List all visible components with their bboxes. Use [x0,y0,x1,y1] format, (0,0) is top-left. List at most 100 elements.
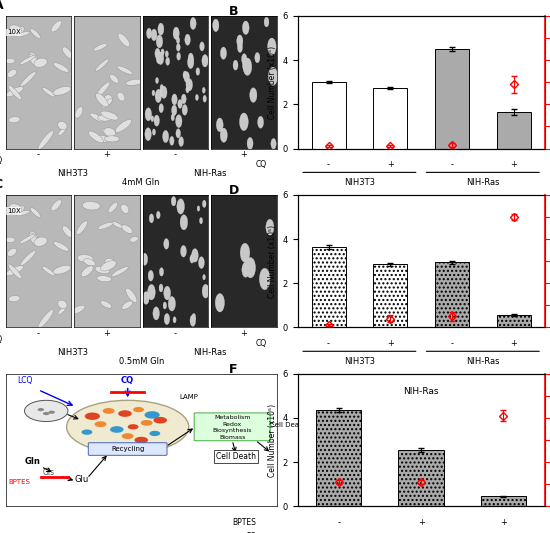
X-axis label: +: + [103,329,111,338]
Circle shape [156,90,161,99]
X-axis label: -: - [174,150,177,159]
Circle shape [142,253,147,265]
Circle shape [172,105,177,116]
Circle shape [163,131,169,142]
Circle shape [268,67,278,85]
Circle shape [141,420,153,426]
Text: +: + [500,531,507,533]
Ellipse shape [108,202,118,213]
Circle shape [195,94,199,101]
Text: Metabolism: Metabolism [214,415,250,420]
Ellipse shape [58,306,65,314]
Circle shape [181,216,186,228]
Circle shape [168,296,175,311]
Text: -: - [420,531,422,533]
Bar [399,450,444,506]
Text: NIH-Ras: NIH-Ras [193,348,227,357]
Ellipse shape [8,295,20,302]
Text: 4mM Gln: 4mM Gln [123,179,160,188]
Ellipse shape [62,47,73,59]
Circle shape [241,54,247,64]
Ellipse shape [30,231,37,239]
Circle shape [163,302,167,309]
Text: -: - [450,160,453,169]
X-axis label: -: - [174,329,177,338]
Ellipse shape [116,119,131,132]
Text: Redox: Redox [223,422,242,427]
Circle shape [177,199,184,214]
Y-axis label: Cell Number (x10⁵): Cell Number (x10⁵) [268,46,277,119]
Ellipse shape [82,201,100,210]
Ellipse shape [34,58,47,67]
Bar [312,82,345,149]
Ellipse shape [112,222,123,228]
Ellipse shape [6,87,24,96]
Text: C: C [0,177,3,191]
Ellipse shape [30,52,37,60]
Text: +: + [387,340,394,349]
Circle shape [110,426,124,433]
Text: NIH-Ras: NIH-Ras [466,177,499,187]
Circle shape [143,292,149,304]
Circle shape [161,86,167,99]
Ellipse shape [89,131,103,143]
Circle shape [81,430,92,435]
Ellipse shape [98,222,113,229]
Circle shape [197,206,200,211]
Ellipse shape [109,75,119,83]
Text: -: - [327,160,330,169]
Ellipse shape [9,204,22,211]
Ellipse shape [29,54,38,66]
Circle shape [271,139,276,149]
Circle shape [202,284,209,298]
Circle shape [188,56,194,69]
Ellipse shape [101,111,118,120]
Text: BPTES: BPTES [8,479,30,485]
Circle shape [180,215,188,230]
Circle shape [233,60,238,70]
Ellipse shape [29,233,38,245]
Circle shape [202,200,206,207]
Ellipse shape [117,92,125,101]
X-axis label: -: - [37,329,40,338]
Circle shape [159,89,162,96]
Circle shape [85,413,100,420]
Ellipse shape [20,251,36,265]
Circle shape [164,286,170,300]
Circle shape [178,100,182,108]
Ellipse shape [16,31,30,37]
Ellipse shape [118,33,130,47]
Ellipse shape [9,25,22,33]
Ellipse shape [126,79,143,85]
Text: CQ: CQ [121,376,134,385]
FancyBboxPatch shape [89,443,167,455]
Text: 0.5mM Gln: 0.5mM Gln [119,357,164,366]
Text: NIH3T3: NIH3T3 [344,357,375,366]
Circle shape [202,54,208,67]
Bar [481,496,526,506]
Ellipse shape [117,66,133,74]
Circle shape [260,268,270,290]
Text: -: - [337,518,340,527]
Circle shape [165,51,168,57]
Ellipse shape [108,112,117,118]
Ellipse shape [70,305,85,314]
Circle shape [173,27,179,39]
Ellipse shape [8,117,20,123]
Text: 10X: 10X [7,208,20,214]
Circle shape [266,219,274,235]
Ellipse shape [58,128,65,136]
Bar [312,247,345,327]
Circle shape [203,95,206,102]
Ellipse shape [8,264,21,279]
Circle shape [172,94,177,105]
Ellipse shape [102,129,113,139]
Ellipse shape [122,301,133,309]
Circle shape [220,128,227,142]
Ellipse shape [20,71,36,87]
Circle shape [152,129,156,135]
Ellipse shape [78,255,93,262]
Ellipse shape [53,265,71,274]
Text: CQ: CQ [0,156,3,165]
Ellipse shape [6,265,24,276]
